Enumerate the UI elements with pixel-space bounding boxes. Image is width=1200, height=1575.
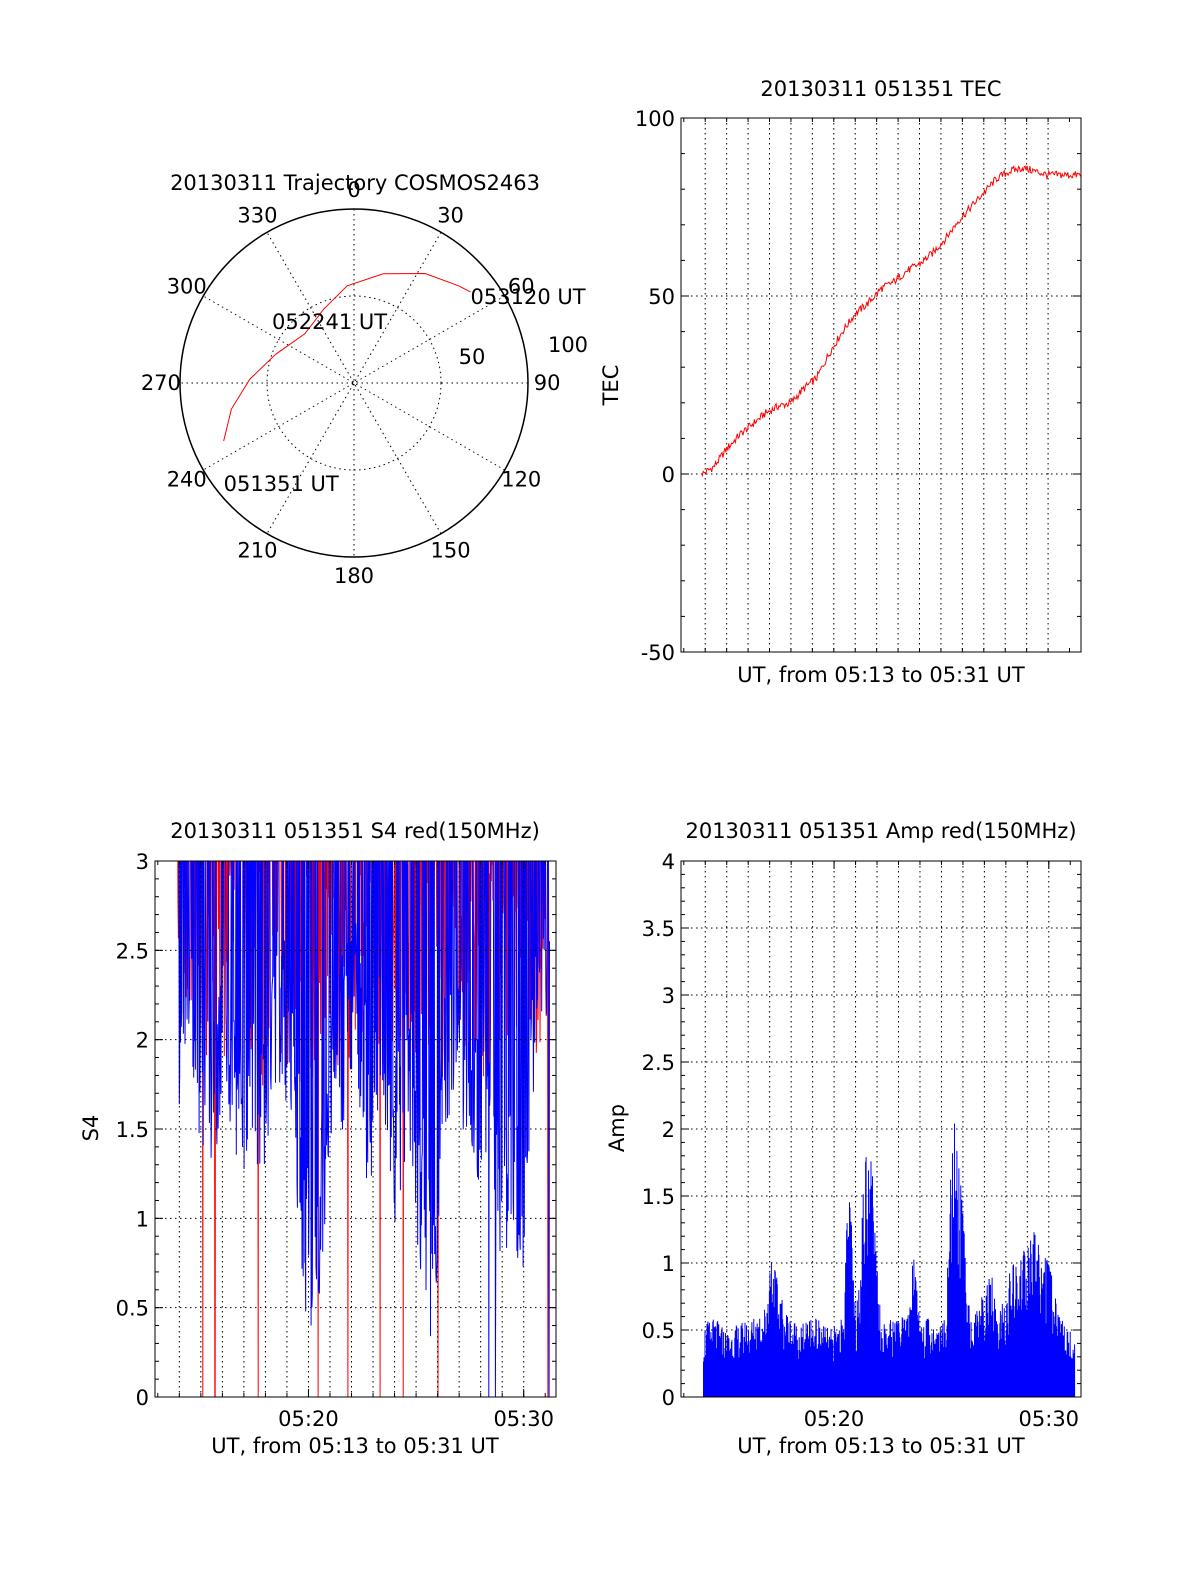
y-tick-label: 1.5 [116,1118,149,1142]
s4-xlabel: UT, from 05:13 to 05:31 UT [211,1434,499,1458]
y-tick-label: -50 [641,641,675,665]
polar-time-annotation: 053120 UT [471,285,586,309]
polar-azimuth-label: 180 [334,564,374,588]
polar-trajectory-line [223,273,471,442]
s4-title: 20130311 051351 S4 red(150MHz) [170,819,540,843]
y-tick-label: 0.5 [116,1297,149,1321]
y-tick-label: 1 [662,1252,675,1276]
x-tick-label: 05:30 [1019,1407,1080,1431]
y-tick-label: 3 [662,984,675,1008]
amp-xlabel: UT, from 05:13 to 05:31 UT [737,1434,1025,1458]
tec-plot: -50 0 50 100 [635,107,1082,665]
polar-azimuth-label: 90 [534,371,561,395]
polar-spoke [266,232,442,534]
polar-spoke [266,232,442,534]
y-tick-label: 0 [662,1386,675,1410]
tec-series-line [701,165,1082,477]
y-tick-label: 0 [662,463,675,487]
polar-azimuth-label: 60 [508,274,535,298]
polar-azimuth-label: 210 [237,538,277,562]
y-tick-label: 3 [136,850,149,874]
x-tick-label: 05:30 [493,1407,554,1431]
amp-series-bars [703,1123,1076,1397]
y-tick-label: 2.5 [642,1051,675,1075]
polar-time-annotation: 051351 UT [224,472,339,496]
y-tick-label: 4 [662,850,675,874]
polar-azimuth-label: 240 [167,468,207,492]
s4-ylabel: S4 [79,1115,103,1142]
amp-ylabel: Amp [605,1104,629,1152]
y-tick-label: 0.5 [642,1319,675,1343]
polar-azimuth-label: 330 [237,204,277,228]
tec-xlabel: UT, from 05:13 to 05:31 UT [737,663,1025,687]
y-tick-label: 1.5 [642,1185,675,1209]
tec-title: 20130311 051351 TEC [760,77,1001,101]
y-tick-label: 1 [136,1207,149,1231]
plot-frame [680,860,1082,1398]
y-tick-label: 0 [136,1386,149,1410]
polar-azimuth-label: 0 [347,178,360,202]
polar-azimuth-label: 30 [437,204,464,228]
polar-radial-label: 50 [459,345,486,369]
s4-series-group [177,861,550,1397]
y-tick-label: 50 [648,285,675,309]
plot-frame [680,117,1082,653]
s4-series-line-blue [178,861,550,1397]
y-tick-label: 2 [136,1029,149,1053]
tec-ylabel: TEC [599,365,623,407]
y-tick-label: 100 [635,107,675,131]
plot-frame [154,860,557,1398]
polar-azimuth-label: 270 [141,371,181,395]
y-tick-label: 2 [662,1118,675,1142]
s4-plot: 0 0.5 1 1.5 2 2.5 3 05:20 05:30 [116,850,557,1431]
y-tick-label: 2.5 [116,939,149,963]
polar-azimuth-label: 300 [167,274,207,298]
polar-time-annotation: 052241 UT [272,310,387,334]
polar-radial-label: 100 [548,333,588,357]
y-tick-label: 3.5 [642,917,675,941]
x-tick-label: 05:20 [278,1407,339,1431]
polar-plot: 0 30 60 90 120 150 180 210 240 270 300 330 50 100 0513… [141,178,588,588]
polar-azimuth-label: 150 [431,538,471,562]
polar-azimuth-label: 120 [501,468,541,492]
polar-title: 20130311 Trajectory COSMOS2463 [170,171,540,195]
amp-plot: 0 0.5 1 1.5 2 2.5 3 3.5 4 05:20 05:30 [642,850,1082,1431]
x-tick-label: 05:20 [804,1407,865,1431]
amp-title: 20130311 051351 Amp red(150MHz) [685,819,1076,843]
